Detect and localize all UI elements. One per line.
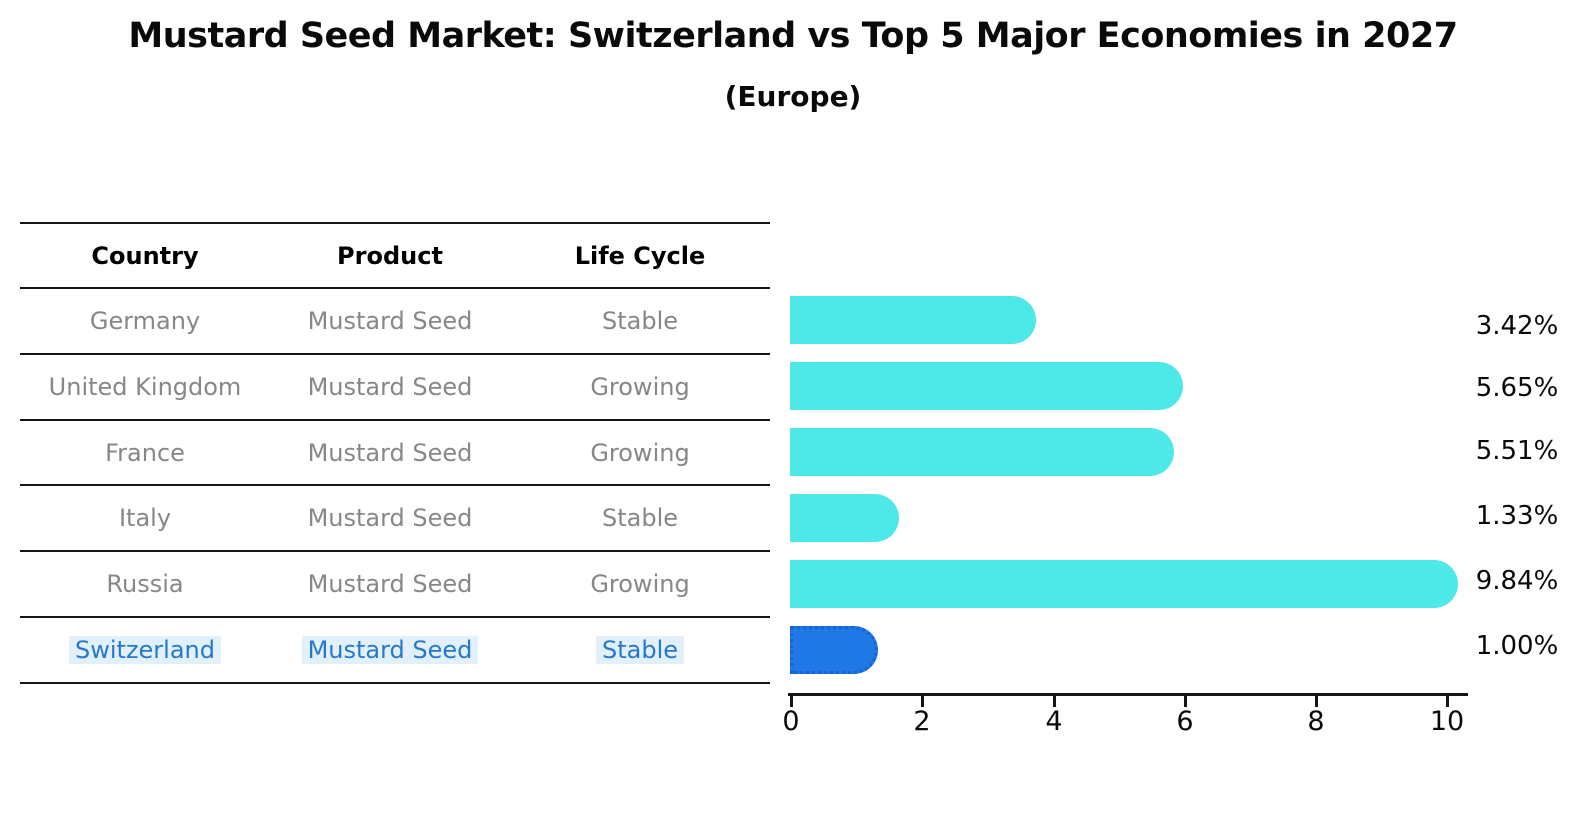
- country-table: Country Product Life Cycle Germany Musta…: [20, 222, 770, 684]
- bar-germany: [790, 296, 1037, 344]
- life-cycle-cell: Growing: [590, 372, 690, 401]
- highlighted-text: Switzerland: [69, 636, 221, 665]
- x-axis-tick-label: 6: [1176, 706, 1194, 737]
- table-header-row: Country Product Life Cycle: [20, 224, 770, 289]
- x-axis-tick-label: 10: [1429, 706, 1465, 737]
- value-label-germany: 3.42%: [1475, 311, 1559, 341]
- bar-france: [790, 428, 1174, 476]
- country-cell: United Kingdom: [48, 372, 242, 401]
- x-axis-tick-label: 4: [1045, 706, 1063, 737]
- product-cell: Mustard Seed: [307, 438, 473, 467]
- bar-russia: [790, 560, 1458, 608]
- x-axis-tick: [1446, 696, 1449, 707]
- x-axis-tick-label: 0: [782, 706, 800, 737]
- country-cell: France: [105, 438, 185, 467]
- country-cell: Italy: [118, 504, 172, 533]
- product-cell: Mustard Seed: [307, 372, 473, 401]
- life-cycle-cell: Stable: [601, 504, 679, 533]
- product-cell: Mustard Seed: [307, 306, 473, 335]
- country-cell: Germany: [89, 306, 201, 335]
- table-row-russia: Russia Mustard Seed Growing: [20, 552, 770, 619]
- product-cell: Mustard Seed: [307, 504, 473, 533]
- chart-subtitle: (Europe): [724, 80, 862, 113]
- value-label-united-kingdom: 5.65%: [1475, 373, 1559, 403]
- life-cycle-cell: Stable: [510, 636, 770, 665]
- highlighted-text: Stable: [595, 636, 685, 665]
- table-row-united-kingdom: United Kingdom Mustard Seed Growing: [20, 355, 770, 421]
- country-cell: Switzerland: [20, 636, 270, 665]
- value-label-italy: 1.33%: [1475, 501, 1559, 531]
- x-axis-tick: [1315, 696, 1318, 707]
- x-axis-tick: [1184, 696, 1187, 707]
- x-axis-tick-label: 2: [913, 706, 931, 737]
- x-axis-tick-label: 8: [1307, 706, 1325, 737]
- life-cycle-cell: Stable: [601, 306, 679, 335]
- highlighted-text: Mustard Seed: [301, 636, 479, 665]
- column-header-product: Product: [337, 241, 443, 270]
- chart-title: Mustard Seed Market: Switzerland vs Top …: [128, 16, 1458, 56]
- table-row-france: France Mustard Seed Growing: [20, 421, 770, 487]
- x-axis-tick: [921, 696, 924, 707]
- product-cell: Mustard Seed: [270, 636, 510, 665]
- life-cycle-cell: Growing: [590, 438, 690, 467]
- bar-united-kingdom: [790, 362, 1183, 410]
- bar-italy: [790, 494, 900, 542]
- column-header-life-cycle: Life Cycle: [574, 241, 706, 270]
- value-label-russia: 9.84%: [1475, 566, 1559, 596]
- table-row-switzerland: Switzerland Mustard Seed Stable: [20, 618, 770, 684]
- value-label-switzerland: 1.00%: [1475, 631, 1559, 661]
- country-cell: Russia: [106, 570, 184, 599]
- x-axis-tick: [1053, 696, 1056, 707]
- life-cycle-cell: Growing: [590, 570, 690, 599]
- column-header-country: Country: [91, 241, 199, 270]
- x-axis-line: [788, 693, 1468, 696]
- product-cell: Mustard Seed: [307, 570, 473, 599]
- table-row-italy: Italy Mustard Seed Stable: [20, 486, 770, 553]
- bar-switzerland-highlighted: [790, 626, 878, 674]
- x-axis-tick: [790, 696, 793, 707]
- table-row-germany: Germany Mustard Seed Stable: [20, 289, 770, 355]
- value-label-france: 5.51%: [1475, 436, 1559, 466]
